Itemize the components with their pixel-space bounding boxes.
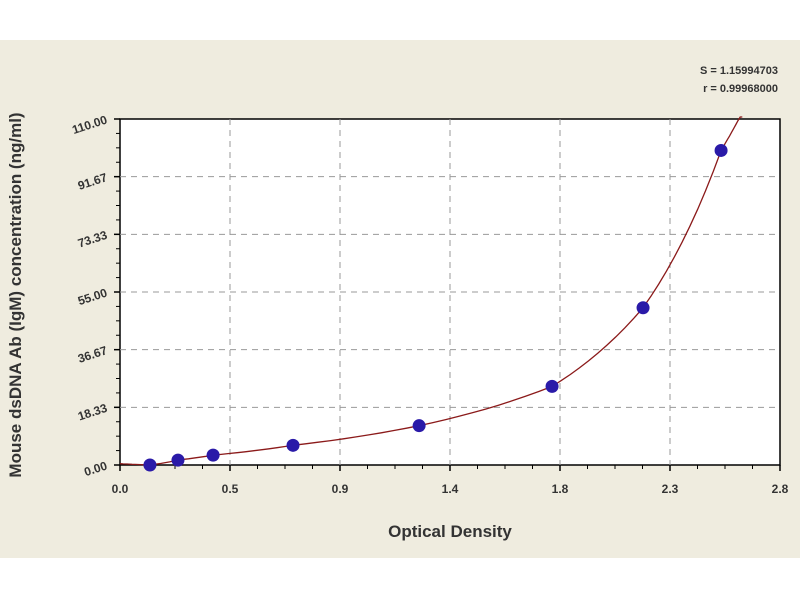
y-tick-label: 73.33	[76, 228, 109, 251]
x-tick-label: 1.4	[442, 482, 459, 496]
stat-s: S = 1.15994703	[700, 65, 778, 77]
x-tick-label: 1.8	[552, 482, 569, 496]
x-tick-label: 2.8	[772, 482, 789, 496]
data-point	[171, 453, 185, 467]
y-tick-label: 55.00	[76, 285, 109, 308]
data-point	[286, 438, 300, 452]
x-axis-label: Optical Density	[388, 522, 512, 541]
data-point	[412, 419, 426, 433]
x-tick-label: 0.5	[222, 482, 239, 496]
stat-r: r = 0.99968000	[703, 83, 778, 95]
y-axis-label: Mouse dsDNA Ab (IgM) concentration (ng/m…	[6, 112, 25, 477]
grid-lines	[114, 118, 781, 471]
y-tick-label: 0.00	[82, 458, 109, 479]
data-points	[143, 143, 728, 472]
x-tick-label: 0.0	[112, 482, 129, 496]
y-tick-label: 36.67	[76, 343, 109, 366]
x-tick-labels: 0.0 0.5 0.9 1.4 1.8 2.3 2.8	[112, 482, 789, 496]
fit-curve	[119, 116, 743, 466]
x-tick-label: 2.3	[662, 482, 679, 496]
data-point	[545, 379, 559, 393]
data-point	[143, 458, 157, 472]
data-point	[206, 448, 220, 462]
y-tick-labels: 0.00 18.33 36.67 55.00 73.33 91.67 110.00	[70, 112, 109, 479]
data-point	[636, 301, 650, 315]
x-tick-label: 0.9	[332, 482, 349, 496]
y-tick-label: 18.33	[76, 401, 109, 424]
y-tick-label: 91.67	[76, 170, 109, 193]
y-tick-label: 110.00	[70, 112, 109, 137]
data-point	[714, 143, 728, 157]
